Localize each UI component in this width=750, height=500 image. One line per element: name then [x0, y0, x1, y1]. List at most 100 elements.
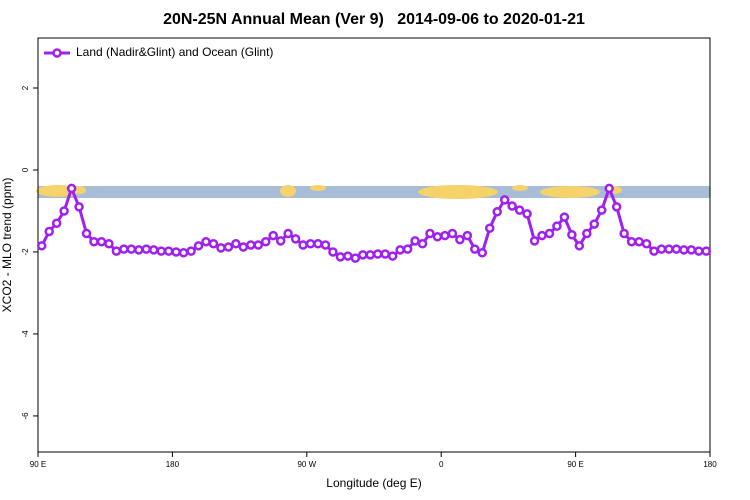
point — [283, 228, 293, 239]
point — [81, 228, 92, 239]
x-tick-label: 180 — [166, 460, 180, 469]
y-tick-label: -2 — [21, 248, 30, 256]
point — [499, 195, 510, 205]
point — [537, 230, 547, 241]
point — [686, 245, 697, 255]
point — [567, 230, 577, 240]
x-tick-label: 0 — [439, 460, 444, 469]
point — [589, 219, 600, 229]
point — [694, 246, 704, 256]
point — [619, 228, 629, 239]
point — [402, 244, 413, 254]
point — [507, 201, 517, 211]
point — [163, 246, 174, 256]
point — [410, 236, 420, 246]
legend-label: Land (Nadir&Glint) and Ocean (Glint) — [76, 45, 273, 59]
point — [216, 243, 226, 253]
point — [372, 249, 383, 259]
point — [477, 248, 488, 258]
point — [268, 230, 278, 241]
y-tick-label: -4 — [21, 330, 30, 338]
x-tick-label: 90 W — [297, 460, 316, 469]
point — [544, 228, 555, 239]
point — [529, 236, 540, 246]
legend-marker — [52, 48, 62, 58]
point — [134, 245, 144, 255]
point — [119, 244, 129, 254]
point — [679, 245, 689, 255]
point — [395, 245, 405, 255]
point — [611, 202, 622, 212]
point — [193, 241, 204, 251]
point — [552, 221, 562, 231]
point — [641, 239, 652, 249]
point — [231, 239, 241, 249]
point — [328, 247, 338, 257]
point — [604, 183, 614, 194]
point — [432, 232, 443, 242]
y-tick-label: 0 — [21, 167, 30, 172]
point — [447, 228, 458, 239]
point — [126, 244, 137, 254]
x-axis-label: Longitude (deg E) — [326, 476, 421, 490]
point — [320, 240, 331, 250]
point — [246, 240, 256, 250]
point — [425, 228, 435, 239]
plot-frame — [37, 37, 711, 453]
point — [582, 228, 592, 239]
point — [417, 239, 428, 249]
x-tick-label: 90 E — [30, 460, 46, 469]
point — [201, 236, 211, 247]
point — [74, 202, 84, 212]
point — [44, 226, 54, 237]
chart-title: 20N-25N Annual Mean (Ver 9) 2014-09-06 t… — [163, 11, 585, 28]
point — [156, 246, 166, 256]
x-tick-label: 90 E — [567, 460, 583, 469]
point — [596, 205, 607, 215]
point — [335, 252, 346, 262]
point — [253, 240, 264, 250]
point — [492, 207, 502, 217]
point — [559, 212, 570, 222]
point — [455, 234, 465, 245]
point — [223, 242, 234, 252]
point — [208, 239, 219, 249]
x-tick-label: 180 — [703, 460, 717, 469]
point — [305, 239, 316, 249]
point — [186, 246, 196, 256]
point — [298, 240, 308, 250]
point — [358, 250, 368, 260]
point — [574, 241, 585, 251]
point — [59, 206, 69, 216]
y-tick-label: 2 — [21, 85, 30, 90]
point — [111, 246, 122, 256]
point — [178, 248, 189, 258]
point — [89, 236, 99, 247]
point — [664, 244, 674, 254]
point — [290, 234, 301, 244]
point — [66, 183, 77, 194]
y-axis-label: XCO2 - MLO trend (ppm) — [0, 178, 14, 313]
point — [649, 246, 659, 256]
point — [104, 239, 114, 249]
point — [313, 239, 323, 249]
point — [96, 236, 107, 247]
point — [484, 223, 495, 233]
point — [148, 245, 159, 255]
point — [343, 251, 353, 261]
point — [634, 236, 644, 247]
point — [387, 251, 398, 261]
point — [275, 236, 286, 246]
point — [350, 253, 361, 263]
y-tick-label: -6 — [21, 412, 30, 420]
point — [656, 244, 667, 254]
point — [238, 242, 249, 252]
point — [260, 236, 271, 247]
point — [51, 218, 62, 229]
point — [440, 230, 450, 241]
point — [514, 205, 525, 215]
point — [141, 244, 152, 254]
point — [626, 236, 637, 247]
point — [171, 247, 181, 257]
